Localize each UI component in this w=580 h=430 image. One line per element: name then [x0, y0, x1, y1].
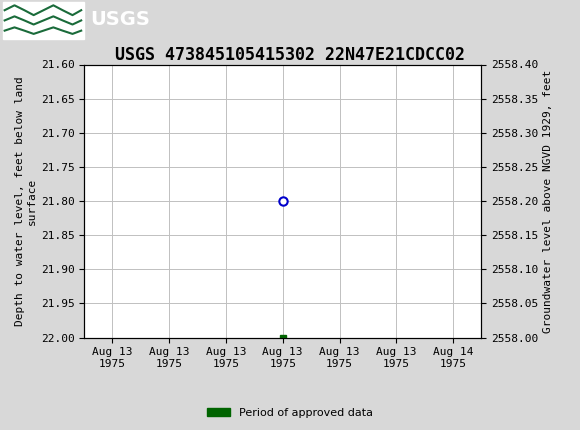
Text: USGS 473845105415302 22N47E21CDCC02: USGS 473845105415302 22N47E21CDCC02 [115, 46, 465, 64]
Y-axis label: Depth to water level, feet below land
surface: Depth to water level, feet below land su… [15, 76, 37, 326]
Y-axis label: Groundwater level above NGVD 1929, feet: Groundwater level above NGVD 1929, feet [542, 69, 553, 333]
Legend: Period of approved data: Period of approved data [203, 403, 377, 422]
Bar [3, 2, 84, 39]
Text: USGS: USGS [90, 10, 150, 29]
